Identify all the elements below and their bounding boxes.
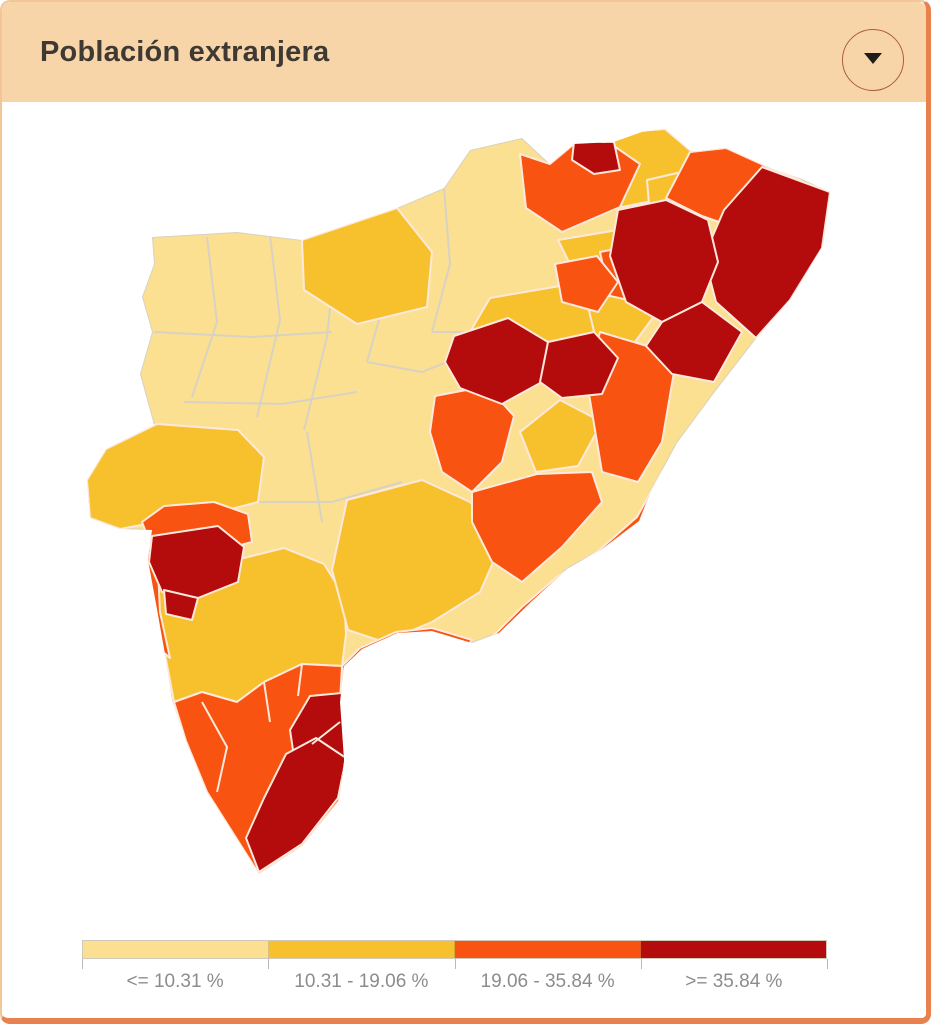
legend-tick — [454, 959, 456, 969]
municipality-border — [191, 236, 219, 398]
map-region[interactable] — [444, 317, 549, 405]
map-region[interactable] — [554, 255, 619, 313]
municipality-border — [153, 331, 333, 339]
legend-tick — [82, 959, 83, 969]
municipality-border — [257, 481, 403, 503]
caret-down-icon — [864, 52, 882, 64]
municipality-border — [183, 391, 358, 406]
map-region[interactable] — [148, 525, 245, 599]
municipality-border — [311, 721, 341, 745]
map-region[interactable] — [645, 301, 743, 383]
map-region[interactable] — [163, 589, 199, 621]
legend-swatch-0 — [83, 941, 269, 958]
municipality-border — [263, 681, 271, 723]
card-header: Población extranjera — [2, 2, 926, 103]
legend-labels: <= 10.31 % 10.31 - 19.06 % 19.06 - 35.84 %… — [82, 971, 827, 993]
page-title: Población extranjera — [40, 35, 330, 68]
legend-swatch-2 — [455, 941, 641, 958]
legend-bar — [82, 940, 827, 959]
municipality-border — [366, 361, 448, 374]
legend-tick — [268, 959, 270, 969]
map-region[interactable] — [331, 479, 503, 643]
legend-tick — [827, 959, 828, 969]
map-region[interactable] — [245, 737, 347, 873]
map-region[interactable] — [539, 331, 619, 399]
map-region[interactable] — [471, 471, 603, 583]
legend-tick — [640, 959, 642, 969]
municipality-border — [256, 234, 282, 418]
legend-label-0: <= 10.31 % — [126, 971, 224, 992]
municipality-border — [431, 187, 452, 333]
municipality-border — [297, 663, 303, 697]
map-region[interactable] — [351, 679, 435, 755]
map-region[interactable] — [703, 166, 830, 339]
municipality-border — [306, 431, 323, 523]
collapse-dropdown-button[interactable] — [842, 29, 904, 91]
legend: <= 10.31 % 10.31 - 19.06 % 19.06 - 35.84 %… — [82, 940, 828, 993]
legend-swatch-1 — [269, 941, 455, 958]
legend-swatch-3 — [641, 941, 826, 958]
map-region[interactable] — [301, 207, 433, 325]
legend-ticks — [82, 959, 828, 970]
map-region[interactable] — [87, 423, 265, 530]
municipality-border — [201, 701, 229, 793]
map-region[interactable] — [519, 399, 603, 473]
legend-label-1: 10.31 - 19.06 % — [294, 971, 429, 992]
map-area: <= 10.31 % 10.31 - 19.06 % 19.06 - 35.84 %… — [2, 102, 926, 1018]
legend-label-3: >= 35.84 % — [685, 971, 783, 992]
choropleth-map[interactable] — [2, 102, 931, 1024]
legend-label-2: 19.06 - 35.84 % — [480, 971, 615, 992]
